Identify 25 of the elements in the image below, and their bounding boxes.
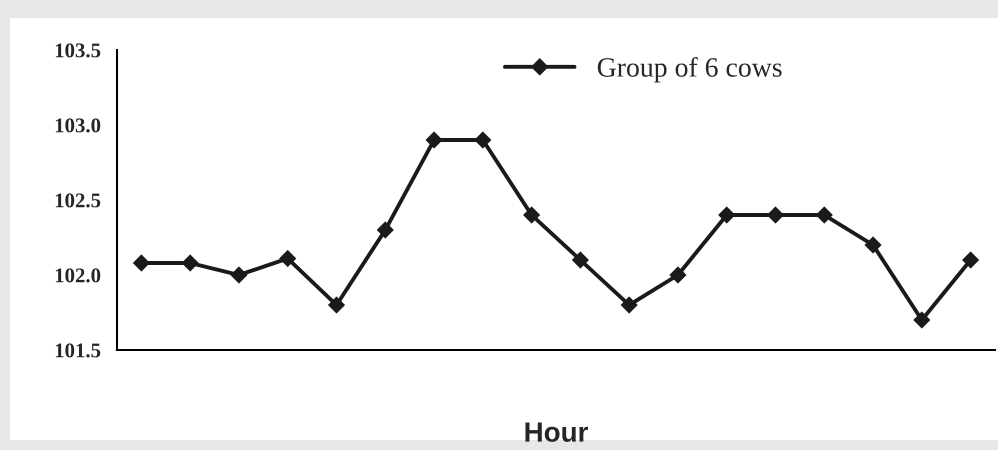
- point: [474, 132, 492, 148]
- point: [962, 252, 979, 268]
- point: [767, 206, 784, 224]
- legend-label: Group of 6 cows: [598, 57, 782, 82]
- x-axis-title: Hour: [525, 422, 588, 442]
- point: [182, 254, 199, 272]
- y-tick-label: 103.5: [56, 43, 100, 58]
- point: [279, 250, 296, 267]
- point: [620, 296, 638, 314]
- point: [816, 206, 833, 224]
- y-tick-label: 103.0: [56, 118, 100, 133]
- point: [328, 296, 345, 314]
- point: [230, 266, 248, 284]
- y-tick-label: 102.0: [56, 268, 100, 283]
- point: [670, 266, 686, 284]
- point: [572, 252, 589, 268]
- point: [523, 206, 540, 224]
- point: [133, 254, 150, 272]
- point: [864, 236, 882, 254]
- point: [718, 206, 736, 224]
- y-tick-label: 101.5: [56, 343, 100, 358]
- point: [426, 132, 442, 148]
- point: [913, 312, 930, 328]
- y-tick-label: 102.5: [56, 193, 100, 208]
- point: [376, 222, 394, 238]
